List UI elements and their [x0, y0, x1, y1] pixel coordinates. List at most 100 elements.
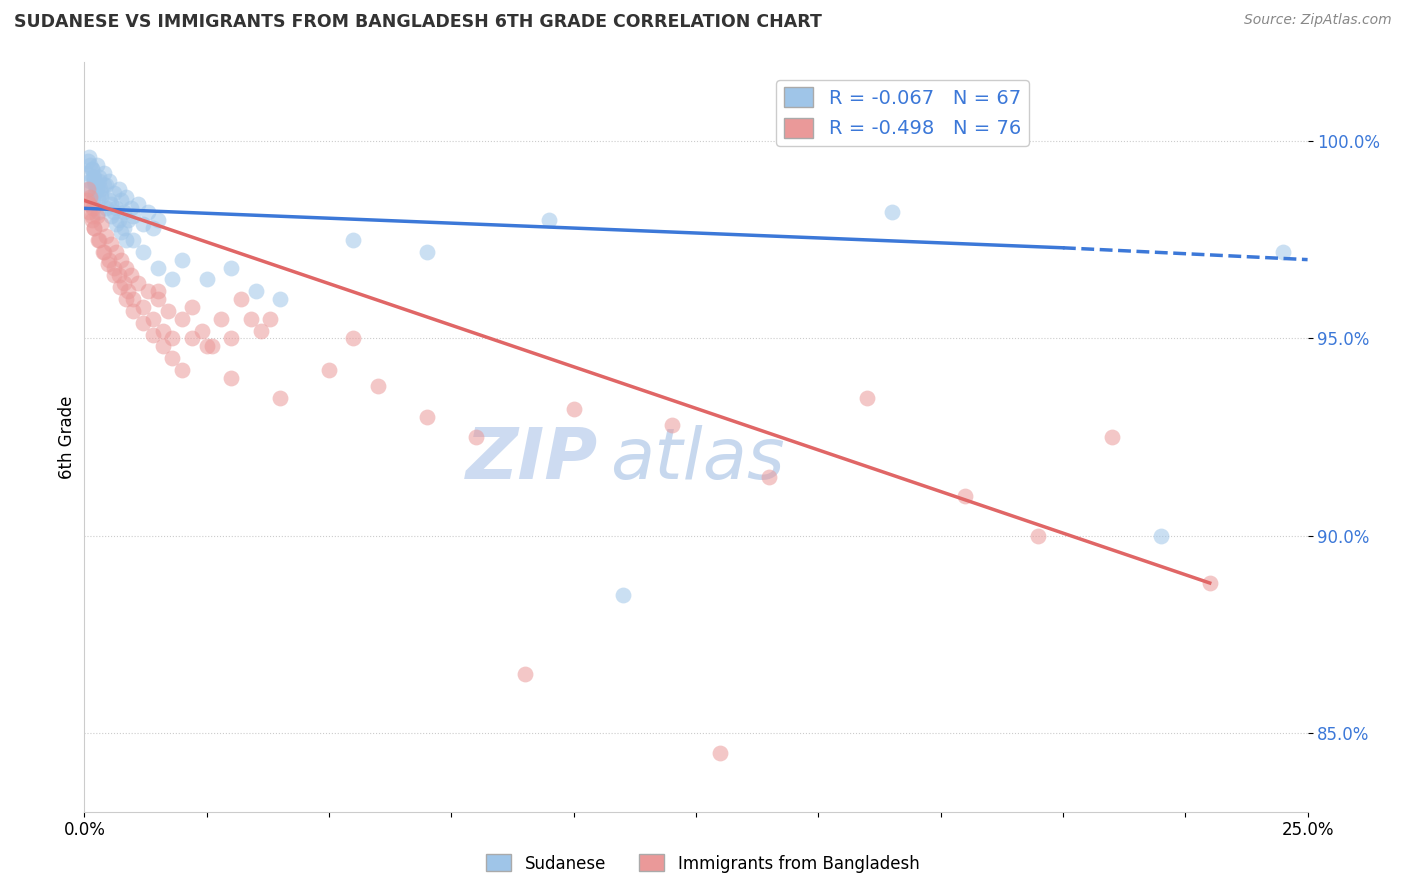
Point — [259, 311, 281, 326]
Point — [87, 169, 110, 184]
Point — [172, 363, 194, 377]
Point — [83, 174, 105, 188]
Point — [195, 272, 218, 286]
Point — [709, 746, 731, 760]
Point — [146, 284, 169, 298]
Point — [107, 181, 129, 195]
Point — [83, 221, 105, 235]
Point — [115, 292, 138, 306]
Point — [83, 169, 105, 184]
Point — [87, 189, 110, 203]
Point — [120, 268, 142, 283]
Point — [152, 339, 174, 353]
Point — [318, 363, 340, 377]
Point — [115, 233, 138, 247]
Point — [105, 202, 128, 216]
Point — [87, 205, 110, 219]
Point — [87, 174, 110, 188]
Point — [200, 339, 222, 353]
Point — [1272, 244, 1295, 259]
Point — [953, 489, 976, 503]
Legend: R = -0.067   N = 67, R = -0.498   N = 76: R = -0.067 N = 67, R = -0.498 N = 76 — [776, 79, 1029, 146]
Point — [132, 244, 155, 259]
Point — [269, 292, 291, 306]
Point — [136, 205, 159, 219]
Point — [758, 469, 780, 483]
Point — [416, 410, 439, 425]
Point — [103, 268, 125, 283]
Point — [83, 221, 105, 235]
Point — [612, 588, 634, 602]
Point — [1028, 529, 1050, 543]
Point — [76, 166, 98, 180]
Point — [96, 229, 118, 244]
Point — [105, 244, 128, 259]
Point — [122, 304, 145, 318]
Point — [79, 158, 101, 172]
Point — [249, 324, 271, 338]
Point — [181, 331, 204, 345]
Point — [110, 225, 132, 239]
Point — [93, 166, 115, 180]
Point — [122, 292, 145, 306]
Point — [181, 300, 204, 314]
Point — [122, 209, 145, 223]
Point — [97, 174, 120, 188]
Point — [661, 418, 683, 433]
Point — [219, 260, 242, 275]
Point — [127, 197, 149, 211]
Point — [77, 181, 100, 195]
Point — [103, 186, 125, 200]
Point — [90, 217, 112, 231]
Point — [82, 194, 104, 208]
Point — [108, 280, 131, 294]
Point — [86, 158, 108, 172]
Point — [120, 202, 142, 216]
Point — [146, 213, 169, 227]
Point — [1101, 430, 1123, 444]
Point — [172, 252, 194, 267]
Point — [115, 189, 138, 203]
Point — [100, 209, 122, 223]
Point — [112, 221, 135, 235]
Point — [97, 252, 120, 267]
Point — [76, 194, 98, 208]
Point — [880, 205, 903, 219]
Point — [1198, 576, 1220, 591]
Point — [93, 244, 115, 259]
Y-axis label: 6th Grade: 6th Grade — [58, 395, 76, 479]
Text: SUDANESE VS IMMIGRANTS FROM BANGLADESH 6TH GRADE CORRELATION CHART: SUDANESE VS IMMIGRANTS FROM BANGLADESH 6… — [14, 13, 823, 31]
Point — [209, 311, 232, 326]
Point — [97, 256, 120, 270]
Point — [132, 217, 155, 231]
Point — [103, 260, 125, 275]
Text: Source: ZipAtlas.com: Source: ZipAtlas.com — [1244, 13, 1392, 28]
Point — [87, 233, 110, 247]
Point — [367, 379, 389, 393]
Point — [103, 205, 125, 219]
Point — [142, 221, 165, 235]
Point — [219, 371, 242, 385]
Point — [105, 217, 128, 231]
Point — [219, 331, 242, 345]
Point — [110, 194, 132, 208]
Point — [162, 272, 184, 286]
Point — [86, 181, 108, 195]
Point — [856, 391, 879, 405]
Point — [136, 284, 159, 298]
Point — [107, 213, 129, 227]
Text: ZIP: ZIP — [465, 425, 598, 494]
Point — [156, 304, 179, 318]
Point — [100, 197, 122, 211]
Point — [464, 430, 486, 444]
Point — [82, 169, 104, 184]
Point — [513, 666, 536, 681]
Point — [195, 339, 218, 353]
Point — [77, 181, 100, 195]
Point — [172, 311, 194, 326]
Point — [77, 150, 100, 164]
Point — [79, 174, 101, 188]
Point — [562, 402, 585, 417]
Legend: Sudanese, Immigrants from Bangladesh: Sudanese, Immigrants from Bangladesh — [479, 847, 927, 880]
Point — [269, 391, 291, 405]
